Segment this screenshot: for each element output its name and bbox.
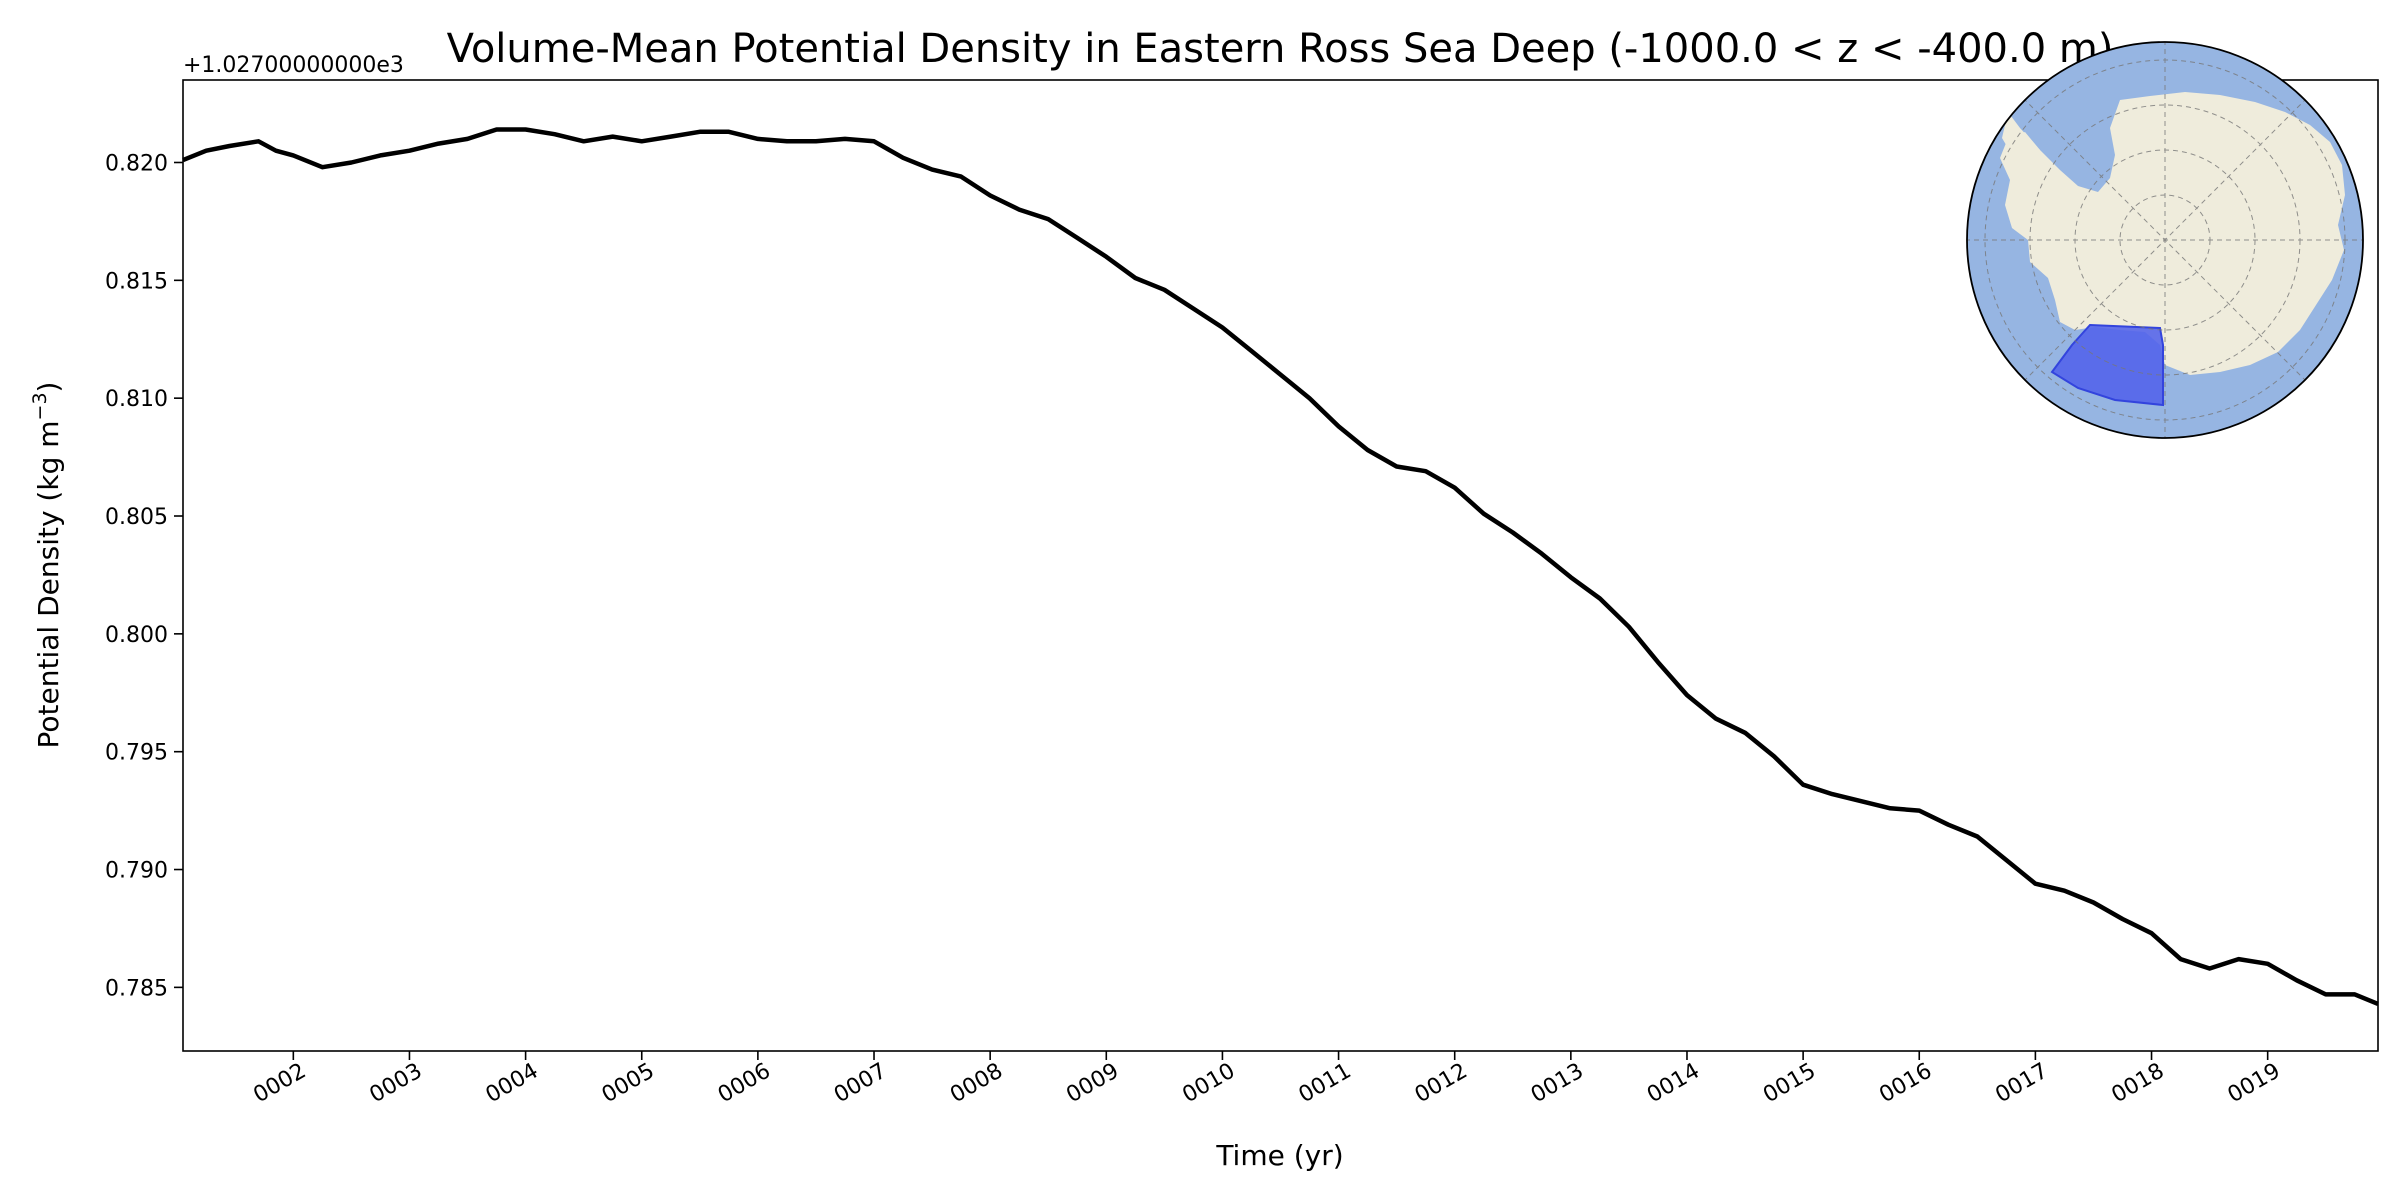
y-tick-label: 0.820 — [105, 151, 168, 176]
antarctica-inset-map — [1966, 41, 2364, 439]
y-tick-label: 0.785 — [105, 976, 168, 1001]
inset-peninsula — [2002, 112, 2040, 160]
y-axis-label-main: Potential Density (kg m — [32, 420, 65, 748]
x-axis-label: Time (yr) — [1215, 1139, 1343, 1172]
series-layer — [182, 127, 2379, 1006]
chart-title: Volume-Mean Potential Density in Eastern… — [447, 26, 2114, 72]
y-axis-ticks: 0.785 0.790 0.795 0.800 0.805 0.810 0.815 0.820 — [105, 151, 183, 1001]
y-tick-label: 0.805 — [105, 505, 168, 530]
y-axis-label-exponent: −3 — [29, 392, 51, 420]
y-tick-label: 0.810 — [105, 387, 168, 412]
y-tick-label: 0.790 — [105, 859, 168, 884]
inset-globe-outline — [1966, 41, 2364, 439]
y-axis-label-suffix: ) — [32, 382, 65, 393]
series-line-0 — [182, 127, 2379, 1006]
y-axis-label: Potential Density (kg m−3) — [29, 382, 65, 749]
y-tick-label: 0.795 — [105, 741, 168, 766]
y-offset-text: +1.02700000000e3 — [183, 53, 404, 78]
y-tick-label: 0.800 — [105, 623, 168, 648]
y-tick-label: 0.815 — [105, 269, 168, 294]
inset-graticule — [1967, 42, 2363, 438]
axes-frame — [182, 79, 2379, 1052]
inset-antarctica-land — [2000, 92, 2345, 375]
inset-region-polygon — [2050, 323, 2164, 407]
